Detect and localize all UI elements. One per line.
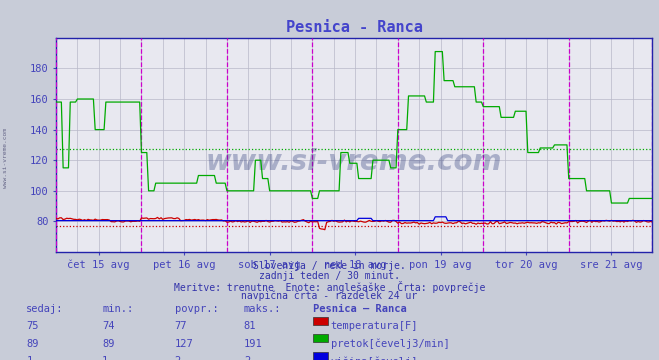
Text: 81: 81 bbox=[244, 321, 256, 332]
Text: Pesnica – Ranca: Pesnica – Ranca bbox=[313, 304, 407, 314]
Text: Meritve: trenutne  Enote: anglešaške  Črta: povprečje: Meritve: trenutne Enote: anglešaške Črta… bbox=[174, 281, 485, 293]
Text: 89: 89 bbox=[102, 339, 115, 349]
Text: 75: 75 bbox=[26, 321, 39, 332]
Text: temperatura[F]: temperatura[F] bbox=[331, 321, 418, 332]
Text: višina[čevelj]: višina[čevelj] bbox=[331, 356, 418, 360]
Text: 127: 127 bbox=[175, 339, 193, 349]
Text: 89: 89 bbox=[26, 339, 39, 349]
Text: 1: 1 bbox=[102, 356, 108, 360]
Text: www.si-vreme.com: www.si-vreme.com bbox=[3, 129, 9, 188]
Title: Pesnica - Ranca: Pesnica - Ranca bbox=[286, 20, 422, 35]
Text: 2: 2 bbox=[175, 356, 181, 360]
Text: 74: 74 bbox=[102, 321, 115, 332]
Text: 1: 1 bbox=[26, 356, 32, 360]
Text: min.:: min.: bbox=[102, 304, 133, 314]
Text: Slovenija / reke in morje.: Slovenija / reke in morje. bbox=[253, 261, 406, 271]
Text: pretok[čevelj3/min]: pretok[čevelj3/min] bbox=[331, 339, 449, 349]
Text: navpična črta - razdelek 24 ur: navpična črta - razdelek 24 ur bbox=[241, 291, 418, 301]
Text: 2: 2 bbox=[244, 356, 250, 360]
Text: sedaj:: sedaj: bbox=[26, 304, 64, 314]
Text: 77: 77 bbox=[175, 321, 187, 332]
Text: povpr.:: povpr.: bbox=[175, 304, 218, 314]
Text: 191: 191 bbox=[244, 339, 262, 349]
Text: www.si-vreme.com: www.si-vreme.com bbox=[206, 148, 502, 176]
Text: maks.:: maks.: bbox=[244, 304, 281, 314]
Text: zadnji teden / 30 minut.: zadnji teden / 30 minut. bbox=[259, 271, 400, 281]
